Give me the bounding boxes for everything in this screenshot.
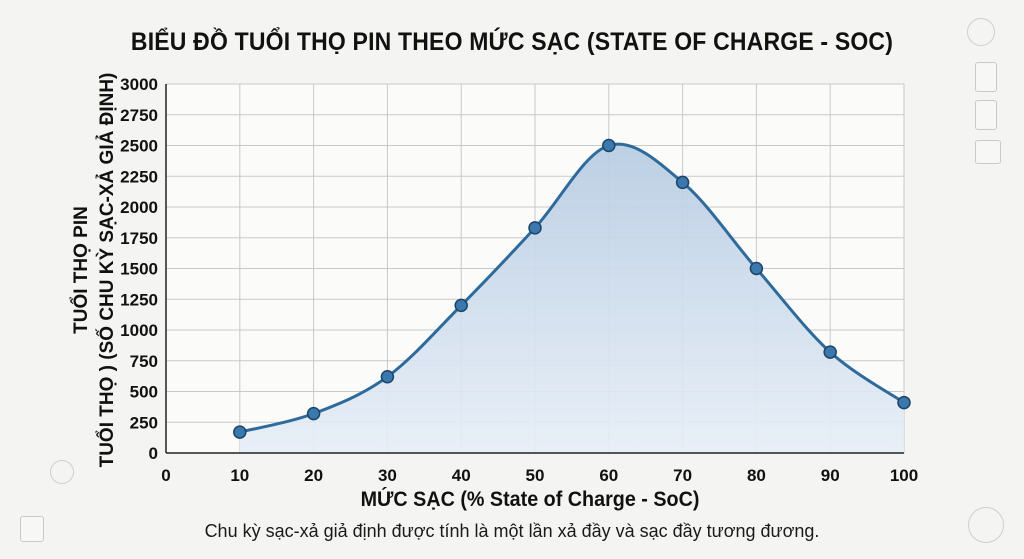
- y-tick-labels: 0 250 500 750 1000 1250 1500 1750 2000 2250 2500 27…: [120, 75, 158, 463]
- x-tick-label: 100: [890, 466, 918, 485]
- deco-gear-icon: [968, 507, 1004, 543]
- y-tick-label: 500: [130, 383, 158, 402]
- x-tick-label: 60: [599, 466, 618, 485]
- y-tick-label: 2250: [120, 167, 158, 186]
- data-point: [749, 261, 764, 276]
- deco-battery-icon: [975, 62, 997, 92]
- y-tick-label: 2500: [120, 137, 158, 156]
- area-fill: [239, 144, 905, 453]
- y-tick-label: 0: [149, 444, 158, 463]
- data-points: [233, 138, 911, 439]
- deco-crosshair-icon: [967, 18, 995, 46]
- series-line: [238, 142, 906, 434]
- y-tick-label: 3000: [120, 75, 158, 94]
- y-tick-label: 250: [130, 413, 158, 432]
- data-point: [233, 425, 247, 439]
- x-tick-labels: 0 10 20 30 40 50 60 70 80 90 100: [161, 466, 918, 485]
- data-point: [528, 221, 542, 235]
- y-tick-label: 1500: [120, 260, 158, 279]
- x-axis-label: MỨC SẠC (% State of Charge - SoC): [360, 488, 700, 511]
- data-point: [380, 369, 395, 384]
- y-tick-label: 1750: [120, 229, 158, 248]
- x-tick-label: 20: [304, 466, 323, 485]
- x-tick-label: 30: [378, 466, 397, 485]
- data-point: [675, 175, 690, 190]
- chart-title: BIỂU ĐỒ TUỔI THỌ PIN THEO MỨC SẠC (STATE…: [130, 28, 894, 56]
- y-tick-label: 2750: [120, 106, 158, 125]
- y-tick-label: 1000: [120, 321, 158, 340]
- x-tick-label: 10: [230, 466, 249, 485]
- deco-circle-icon: [50, 460, 74, 484]
- x-tick-label: 90: [821, 466, 840, 485]
- chart-footnote: Chu kỳ sạc-xả giả định được tính là một …: [204, 521, 820, 541]
- data-point: [823, 345, 837, 359]
- data-point: [602, 138, 616, 153]
- data-point: [454, 298, 468, 313]
- deco-charging-icon: [975, 140, 1001, 164]
- x-tick-label: 50: [526, 466, 545, 485]
- x-tick-label: 80: [747, 466, 766, 485]
- y-tick-label: 1250: [120, 290, 158, 309]
- y-tick-label: 2000: [120, 198, 158, 217]
- y-tick-label: 750: [130, 352, 158, 371]
- x-tick-label: 70: [673, 466, 692, 485]
- x-tick-label: 40: [452, 466, 471, 485]
- deco-battery-icon: [975, 100, 997, 130]
- deco-battery-icon: [20, 516, 44, 542]
- data-point: [897, 395, 911, 410]
- data-point: [306, 406, 321, 421]
- x-tick-label: 0: [161, 466, 170, 485]
